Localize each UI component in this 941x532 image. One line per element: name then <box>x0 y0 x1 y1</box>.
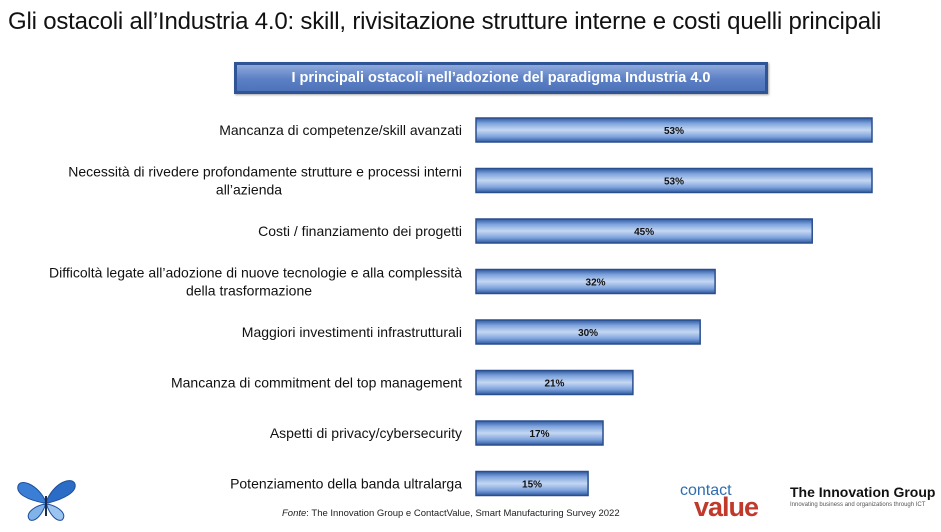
category-label-line: Difficoltà legate all’adozione di nuove … <box>49 265 462 281</box>
bar-7 <box>475 420 604 446</box>
category-label-line: all’azienda <box>216 182 282 198</box>
bar-5 <box>475 319 701 345</box>
value-label-5: 30% <box>578 328 598 339</box>
category-label-line: Maggiori investimenti infrastrutturali <box>242 324 462 340</box>
category-label-7: Aspetti di privacy/cybersecurity <box>270 425 462 441</box>
category-label-5: Maggiori investimenti infrastrutturali <box>242 324 462 340</box>
chart-title-text: I principali ostacoli nell’adozione del … <box>291 70 711 86</box>
bar-8 <box>475 470 589 497</box>
bar-4 <box>475 268 716 295</box>
value-label-8: 15% <box>522 480 542 491</box>
value-logo-text: value <box>694 492 759 522</box>
value-label-3: 45% <box>634 227 654 238</box>
value-label-4: 32% <box>586 278 606 289</box>
page-title: Gli ostacoli all’Industria 4.0: skill, r… <box>8 8 882 35</box>
category-label-2: Necessità di rivedere profondamente stru… <box>68 164 462 198</box>
category-label-4: Difficoltà legate all’adozione di nuove … <box>49 265 462 299</box>
category-label-8: Potenziamento della banda ultralarga <box>230 476 462 492</box>
bar-2 <box>475 167 873 194</box>
category-label-line: Necessità di rivedere profondamente stru… <box>68 164 462 180</box>
innovation-group-logo: The Innovation Group Innovating business… <box>790 484 935 508</box>
category-label-1: Mancanza di competenze/skill avanzati <box>219 122 462 138</box>
category-label-3: Costi / finanziamento dei progetti <box>258 223 462 239</box>
chart-title: I principali ostacoli nell’adozione del … <box>234 62 768 94</box>
bar-1 <box>475 117 873 143</box>
contact-logo-text: contact <box>680 482 732 499</box>
contactvalue-logo: contact value <box>680 482 780 522</box>
value-label-1: 53% <box>664 126 684 137</box>
category-label-line: Potenziamento della banda ultralarga <box>230 476 462 492</box>
butterfly-logo-icon <box>17 480 76 521</box>
source-text: : The Innovation Group e ContactValue, S… <box>306 508 620 519</box>
innovation-group-name: The Innovation Group <box>790 484 936 500</box>
innovation-group-tagline: Innovating business and organizations th… <box>790 502 926 508</box>
category-label-line: Costi / finanziamento dei progetti <box>258 223 462 239</box>
category-label-line: Aspetti di privacy/cybersecurity <box>270 425 462 441</box>
category-label-line: Mancanza di competenze/skill avanzati <box>219 122 462 138</box>
value-label-7: 17% <box>530 429 550 440</box>
source-prefix: Fonte <box>282 508 307 519</box>
value-label-6: 21% <box>544 379 564 390</box>
bar-6 <box>475 369 634 396</box>
category-label-line: Mancanza di commitment del top managemen… <box>171 375 462 391</box>
bar-3 <box>475 218 813 244</box>
source-note: Fonte: The Innovation Group e ContactVal… <box>282 508 620 519</box>
category-label-line: della trasformazione <box>186 283 312 299</box>
category-label-6: Mancanza di commitment del top managemen… <box>171 375 462 391</box>
value-label-2: 53% <box>664 177 684 188</box>
